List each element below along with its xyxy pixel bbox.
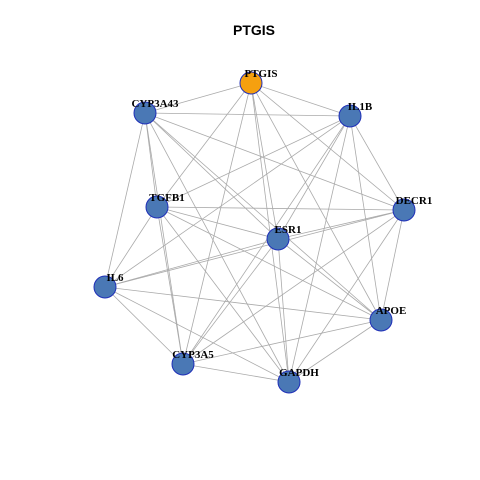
- edge-il1b-apoe: [349, 115, 382, 321]
- label-layer: PTGIS IL1B DECR1 APOE GAPDH CYP3A5 IL6 TGFB1 CYP…: [106, 68, 432, 379]
- node-cyp3a43[interactable]: [133, 101, 157, 125]
- node-gapdh[interactable]: [277, 370, 301, 394]
- edge-cyp3a5-gapdh: [182, 363, 290, 383]
- node-label-il1b: IL1B: [348, 101, 373, 113]
- edge-layer: [104, 82, 405, 383]
- edge-tgfb1-il6: [104, 206, 158, 288]
- node-label-gapdh: GAPDH: [279, 367, 319, 379]
- edge-apoe-gapdh: [288, 319, 382, 383]
- edge-il1b-cyp3a5: [182, 115, 351, 365]
- node-apoe[interactable]: [369, 308, 393, 332]
- edge-esr1-gapdh: [277, 238, 290, 383]
- edge-ptgis-tgfb1: [156, 82, 252, 208]
- edge-il1b-gapdh: [288, 115, 351, 383]
- edge-cyp3a43-il1b: [144, 112, 351, 117]
- node-label-esr1: ESR1: [275, 224, 302, 236]
- node-cyp3a5[interactable]: [171, 352, 195, 376]
- edge-il1b-esr1: [277, 115, 351, 240]
- edge-esr1-il6: [104, 238, 279, 288]
- node-label-ptgis: PTGIS: [244, 68, 277, 80]
- edge-il6-cyp3a5: [104, 286, 184, 365]
- node-tgfb1[interactable]: [145, 195, 169, 219]
- edge-cyp3a43-esr1: [144, 112, 279, 240]
- edge-decr1-il6: [104, 209, 405, 288]
- edge-cyp3a43-apoe: [144, 112, 382, 321]
- node-decr1[interactable]: [392, 198, 416, 222]
- node-label-decr1: DECR1: [396, 195, 433, 207]
- edge-il1b-decr1: [349, 115, 405, 211]
- edge-il1b-tgfb1: [156, 115, 351, 208]
- node-label-cyp3a5: CYP3A5: [172, 349, 214, 361]
- edge-cyp3a43-cyp3a5: [144, 112, 184, 365]
- edge-ptgis-cyp3a5: [182, 82, 252, 365]
- node-il1b[interactable]: [338, 104, 362, 128]
- node-il6[interactable]: [93, 275, 117, 299]
- diagram-title: PTGIS: [233, 22, 275, 38]
- edge-ptgis-il1b: [250, 82, 351, 117]
- edge-esr1-cyp3a5: [182, 238, 279, 365]
- edge-decr1-apoe: [380, 209, 405, 321]
- edge-cyp3a43-il6: [104, 112, 146, 288]
- edge-decr1-gapdh: [288, 209, 405, 383]
- edge-il1b-il6: [104, 115, 351, 288]
- node-label-il6: IL6: [106, 272, 124, 284]
- node-label-cyp3a43: CYP3A43: [131, 98, 179, 110]
- node-ptgis[interactable]: [239, 71, 263, 95]
- edge-tgfb1-decr1: [156, 206, 405, 211]
- edge-esr1-apoe: [277, 238, 382, 321]
- edge-ptgis-cyp3a43: [144, 82, 252, 114]
- edge-tgfb1-cyp3a5: [156, 206, 184, 365]
- edge-cyp3a43-decr1: [144, 112, 405, 211]
- edge-il6-gapdh: [104, 286, 290, 383]
- edge-ptgis-esr1: [250, 82, 279, 240]
- edge-cyp3a43-gapdh: [144, 112, 290, 383]
- edge-tgfb1-esr1: [156, 206, 279, 240]
- node-label-tgfb1: TGFB1: [149, 192, 184, 204]
- edge-apoe-cyp3a5: [182, 319, 382, 365]
- edge-tgfb1-apoe: [156, 206, 382, 321]
- edge-il6-apoe: [104, 286, 382, 321]
- node-layer: [93, 71, 416, 394]
- node-label-apoe: APOE: [376, 305, 407, 317]
- edge-decr1-cyp3a5: [182, 209, 405, 365]
- edge-tgfb1-gapdh: [156, 206, 290, 383]
- edge-decr1-esr1: [277, 209, 405, 240]
- edge-ptgis-decr1: [250, 82, 405, 211]
- edge-ptgis-apoe: [250, 82, 382, 321]
- node-esr1[interactable]: [266, 227, 290, 251]
